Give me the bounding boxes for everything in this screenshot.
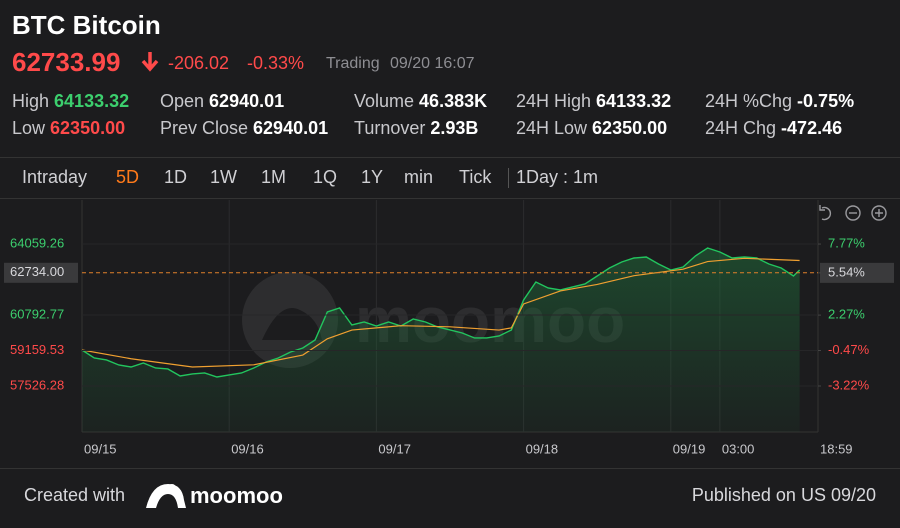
stat-label: Open — [160, 91, 205, 111]
stat: Prev Close 62940.01 — [160, 118, 328, 139]
footer-created: Created with — [24, 485, 125, 505]
tab[interactable]: 1Y — [361, 167, 384, 187]
x-tick-label: 09/16 — [231, 441, 264, 456]
stat-label: 24H High — [516, 91, 592, 111]
stat: Turnover 2.93B — [354, 118, 478, 139]
status: Trading — [326, 55, 380, 72]
stat-value: 62940.01 — [209, 91, 285, 111]
separator — [0, 157, 900, 158]
stat-label: Turnover — [354, 118, 426, 138]
separator — [508, 168, 509, 188]
x-tick-label: 18:59 — [820, 441, 853, 456]
separator — [0, 468, 900, 469]
zoom-in-icon[interactable] — [871, 205, 887, 221]
price-area — [82, 247, 800, 432]
interval[interactable]: 1Day : 1m — [516, 167, 599, 187]
stat-value: -0.75% — [797, 91, 855, 111]
tick-highlight — [4, 262, 78, 283]
y-tick-label: 59159.53 — [10, 342, 64, 357]
separator — [0, 198, 900, 199]
tab[interactable]: 1Q — [313, 167, 338, 187]
stat: 24H %Chg -0.75% — [705, 91, 854, 112]
x-tick-label: 09/17 — [378, 441, 411, 456]
y-tick-label: 64059.26 — [10, 235, 64, 250]
tab[interactable]: 1M — [261, 167, 287, 187]
price-line — [81, 247, 801, 378]
x-tick-label: 09/18 — [526, 441, 559, 456]
stat: 24H Chg -472.46 — [705, 118, 842, 139]
y2-tick-label: 5.54% — [828, 264, 865, 279]
brand-logo — [146, 484, 186, 508]
y-tick-label: 57526.28 — [10, 377, 64, 392]
stat-value: -472.46 — [781, 118, 843, 138]
y2-tick-label: -3.22% — [828, 377, 870, 392]
stat-label: Low — [12, 118, 46, 138]
stat: Open 62940.01 — [160, 91, 284, 112]
tab[interactable]: 5D — [116, 167, 140, 187]
y-tick-label: 60792.77 — [10, 306, 64, 321]
x-tick-label: 09/19 — [673, 441, 706, 456]
y2-tick-label: 2.27% — [828, 307, 865, 322]
stat-value: 2.93B — [430, 118, 479, 138]
stat-value: 46.383K — [419, 91, 488, 111]
stat: Low 62350.00 — [12, 118, 125, 139]
stat-label: 24H %Chg — [705, 91, 793, 111]
price: 62733.99 — [12, 47, 121, 77]
stat: High 64133.32 — [12, 91, 129, 112]
x-tick-label: 03:00 — [722, 441, 755, 456]
stat: 24H Low 62350.00 — [516, 118, 667, 139]
stat-value: 64133.32 — [54, 91, 130, 111]
change-pct: -0.33% — [247, 53, 305, 73]
change: -206.02 — [168, 53, 230, 73]
stat-label: 24H Low — [516, 118, 588, 138]
stat-label: High — [12, 91, 50, 111]
tab[interactable]: Intraday — [22, 167, 88, 187]
tab[interactable]: Tick — [459, 167, 492, 187]
y2-tick-label: -0.47% — [828, 342, 870, 357]
tab[interactable]: 1D — [164, 167, 188, 187]
stat-value: 62940.01 — [253, 118, 329, 138]
time: 09/20 16:07 — [390, 55, 475, 72]
tab[interactable]: 1W — [210, 167, 237, 187]
zoom-out-icon[interactable] — [845, 205, 861, 221]
title: BTC Bitcoin — [12, 10, 161, 40]
tab[interactable]: min — [404, 167, 434, 187]
footer-published: Published on US 09/20 — [692, 485, 876, 505]
stat-label: Prev Close — [160, 118, 249, 138]
stat-value: 64133.32 — [596, 91, 672, 111]
down-arrow — [141, 52, 159, 72]
stat-label: Volume — [354, 91, 415, 111]
y2-tick-label: 7.77% — [828, 235, 865, 250]
stat: 24H High 64133.32 — [516, 91, 671, 112]
stat-value: 62350.00 — [592, 118, 668, 138]
average-line — [81, 257, 800, 368]
tick-highlight — [820, 262, 894, 283]
x-tick-label: 09/15 — [84, 441, 117, 456]
stat-label: 24H Chg — [705, 118, 777, 138]
stat: Volume 46.383K — [354, 91, 487, 112]
footer-brand: moomoo — [190, 483, 283, 508]
chart-tools[interactable] — [819, 205, 887, 221]
undo-icon[interactable] — [819, 205, 832, 221]
stat-value: 62350.00 — [50, 118, 126, 138]
y-tick-label: 62734.00 — [10, 264, 64, 279]
